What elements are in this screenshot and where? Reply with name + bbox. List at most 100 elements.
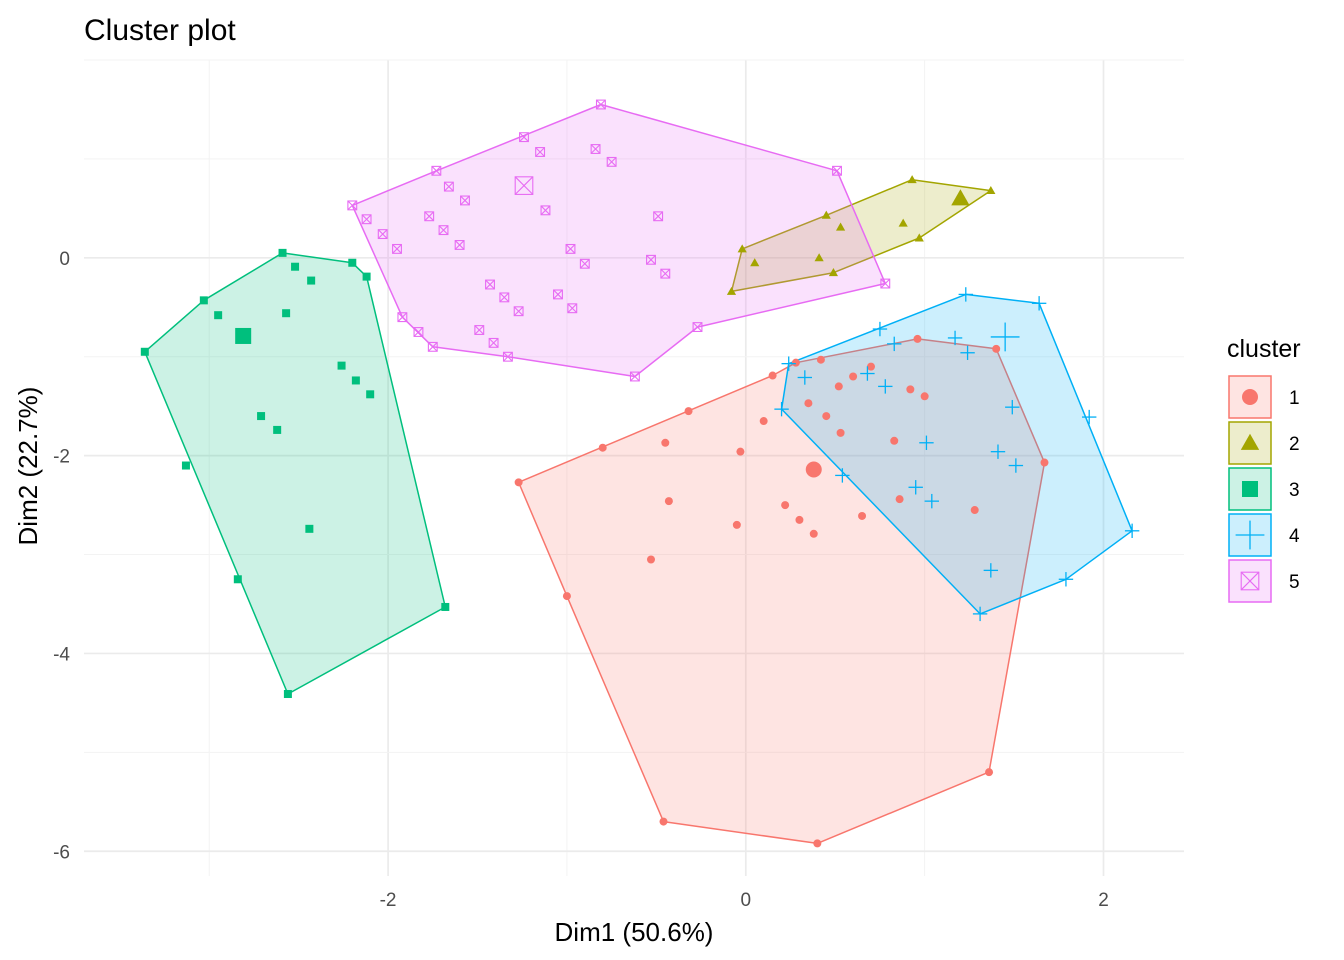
cluster-4-point <box>908 480 923 495</box>
cluster-5-point <box>431 165 442 176</box>
cluster-1-point <box>858 511 867 520</box>
chart-title: Cluster plot <box>84 14 236 47</box>
cluster-5-point <box>590 144 601 154</box>
y-tick-label: 0 <box>59 249 70 270</box>
cluster-2-point <box>986 185 996 195</box>
cluster-3-point <box>291 262 300 271</box>
cluster-2-point <box>750 258 760 267</box>
cluster-2-hull <box>730 178 992 293</box>
cluster-5-point <box>579 258 590 269</box>
cluster-1-point <box>795 515 804 524</box>
cluster-1-point <box>598 443 607 452</box>
cluster-5-point <box>513 306 524 317</box>
cluster-1-point <box>659 817 668 826</box>
cluster-4-point <box>919 435 934 450</box>
cluster-1-point <box>791 358 800 367</box>
cluster-1-point <box>816 355 825 364</box>
legend-symbol-3 <box>1242 481 1258 497</box>
cluster-3-point <box>351 376 360 385</box>
cluster-4-point <box>958 287 973 302</box>
cluster-5-point <box>653 211 664 222</box>
cluster-1-point <box>804 399 813 408</box>
cluster-5-point <box>397 312 408 323</box>
cluster-5-point <box>347 200 358 211</box>
cluster-5-point <box>553 289 563 300</box>
cluster-points <box>140 99 1140 848</box>
cluster-5-point <box>413 327 424 337</box>
cluster-3-point <box>362 272 371 281</box>
cluster-3-point <box>282 309 291 318</box>
cluster-5-point <box>595 99 606 110</box>
cluster-4-point <box>1005 399 1020 415</box>
cluster-4-point <box>1058 572 1074 587</box>
cluster-5-point <box>535 147 546 157</box>
cluster-5-point <box>646 254 656 265</box>
cluster-5-point <box>361 214 372 225</box>
cluster-4-point <box>887 336 902 352</box>
cluster-3-point <box>278 248 287 257</box>
cluster-5-point <box>880 278 891 289</box>
y-tick-label: -2 <box>53 447 70 468</box>
cluster-5-point <box>606 156 617 167</box>
cluster-3-point <box>181 461 190 470</box>
cluster-4-point <box>924 493 940 509</box>
cluster-4-point <box>983 563 999 578</box>
cluster-3-point <box>233 575 242 584</box>
cluster-1-point <box>1040 458 1049 467</box>
cluster-2-point <box>814 253 824 262</box>
cluster-1-point <box>985 768 994 777</box>
cluster-5-point <box>427 341 438 352</box>
grid-lines <box>84 59 1184 876</box>
cluster-5-point <box>454 240 465 250</box>
cluster-4-point <box>1124 523 1140 539</box>
legend: cluster 1 2 3 4 5 <box>1227 335 1301 603</box>
cluster-5-point <box>485 279 495 290</box>
cluster-4-point <box>990 444 1006 459</box>
cluster-5-point <box>629 371 640 382</box>
cluster-1-point <box>759 417 768 426</box>
cluster-2-centroid <box>951 189 970 206</box>
cluster-1-point <box>890 436 899 445</box>
cluster-3-point <box>348 258 357 267</box>
x-tick-label: 2 <box>1098 890 1109 911</box>
cluster-5-point <box>424 211 435 222</box>
cluster-4-point <box>947 330 963 346</box>
cluster-4-point <box>774 401 789 417</box>
cluster-4-point <box>878 379 893 394</box>
cluster-4-point <box>797 370 813 385</box>
legend-key-2 <box>1228 421 1272 465</box>
cluster-5-point <box>692 322 703 333</box>
x-axis-label: Dim1 (50.6%) <box>555 917 714 947</box>
cluster-5-point <box>567 303 578 314</box>
legend-label: 4 <box>1289 526 1300 547</box>
cluster-4-point <box>1031 296 1047 311</box>
legend-label: 5 <box>1289 572 1300 593</box>
legend-title: cluster <box>1227 335 1301 363</box>
cluster-5-point <box>832 165 842 176</box>
cluster-5-point <box>438 225 449 236</box>
cluster-1-point <box>809 529 818 538</box>
cluster-1-point <box>849 372 858 381</box>
cluster-3-point <box>337 361 346 370</box>
cluster-1-point <box>514 478 523 487</box>
cluster-1-point <box>646 555 655 564</box>
legend-key-1 <box>1228 375 1272 419</box>
cluster-1-point <box>906 385 915 394</box>
cluster-5-point <box>565 243 576 254</box>
y-axis-label: Dim2 (22.7%) <box>13 387 43 546</box>
cluster-5-point <box>474 325 485 335</box>
legend-key-5 <box>1228 559 1272 603</box>
cluster-1-point <box>813 839 822 848</box>
cluster-3-point <box>199 296 208 305</box>
cluster-1-point <box>768 371 777 380</box>
cluster-4-centroid <box>990 322 1020 352</box>
cluster-3-point <box>273 425 282 434</box>
cluster-1-point <box>562 592 571 601</box>
legend-label: 3 <box>1289 480 1300 501</box>
legend-symbol-4 <box>1235 520 1265 550</box>
legend-key-4 <box>1228 513 1272 557</box>
cluster-3-hull <box>144 252 447 695</box>
cluster-5-point <box>392 243 402 254</box>
cluster-5-point <box>660 268 671 279</box>
